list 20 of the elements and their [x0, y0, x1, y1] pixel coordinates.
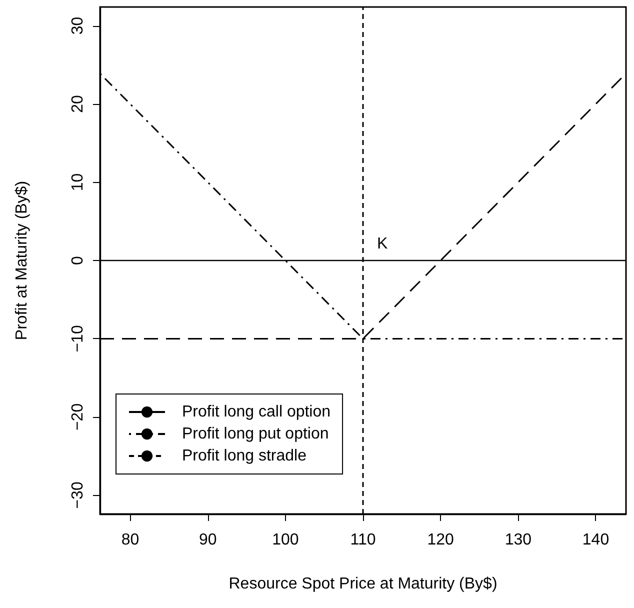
y-tick-label: −30: [70, 482, 86, 509]
y-axis-title: Profit at Maturity (By$): [14, 180, 30, 340]
x-tick-label: 130: [504, 532, 532, 548]
legend-label: Profit long call option: [182, 404, 331, 420]
y-tick-label: 30: [70, 16, 86, 35]
y-tick-label: −10: [70, 325, 86, 352]
x-tick-label: 110: [350, 532, 376, 548]
y-tick-label: 0: [70, 256, 86, 265]
x-axis-title: Resource Spot Price at Maturity (By$): [228, 576, 498, 592]
x-tick-label: 120: [427, 532, 454, 548]
x-tick-label: 90: [198, 532, 217, 548]
legend-label: Profit long stradle: [182, 448, 307, 464]
legend-label: Profit long put option: [182, 426, 329, 442]
x-tick-label: 80: [121, 532, 140, 548]
y-tick-label: −20: [70, 403, 86, 431]
annotation: K: [377, 236, 388, 252]
y-tick-label: 10: [70, 173, 86, 192]
x-tick-label: 140: [582, 532, 610, 548]
y-tick-label: 20: [70, 95, 86, 113]
x-tick-label: 100: [272, 532, 299, 548]
